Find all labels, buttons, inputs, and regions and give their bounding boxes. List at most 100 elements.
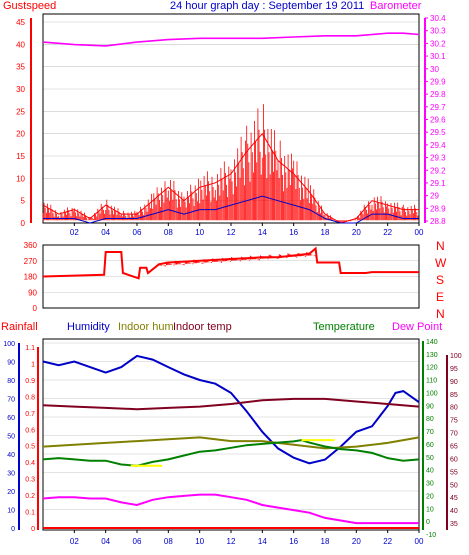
time-tick-label: 14 bbox=[258, 537, 267, 546]
series-wind-direction-noise bbox=[158, 252, 317, 267]
dewpoint-tick-label: 45 bbox=[450, 495, 458, 502]
baro-tick-label: 29.1 bbox=[430, 179, 446, 188]
gust-tick-label: 0 bbox=[21, 219, 26, 228]
temperature-tick-label: 100 bbox=[426, 390, 438, 397]
humidity-label: Humidity bbox=[67, 321, 110, 333]
time-tick-label: 22 bbox=[383, 537, 392, 546]
time-tick-label: 12 bbox=[227, 228, 236, 237]
humidity-tick-label: 40 bbox=[7, 452, 15, 459]
time-tick-label: 10 bbox=[195, 537, 204, 546]
time-tick-label: 04 bbox=[101, 537, 110, 546]
baro-tick-label: 30.2 bbox=[430, 39, 446, 48]
compass-n-bottom: N bbox=[436, 307, 445, 321]
baro-tick-label: 30 bbox=[430, 65, 439, 74]
gust-tick-label: 5 bbox=[21, 197, 26, 206]
dewpoint-tick-label: 80 bbox=[450, 405, 458, 412]
baro-tick-label: 29.7 bbox=[430, 103, 446, 112]
series-indoor-hum bbox=[42, 436, 420, 450]
temperature-tick-label: 40 bbox=[426, 468, 434, 475]
dir-tick-label: 360 bbox=[24, 241, 38, 250]
rainfall-tick-label: 0.5 bbox=[25, 444, 35, 451]
humidity-tick-label: 90 bbox=[7, 360, 15, 367]
gust-tick-label: 45 bbox=[16, 18, 25, 27]
temperature-tick-label: 90 bbox=[426, 403, 434, 410]
series-temperature bbox=[42, 439, 420, 467]
series-wind-direction bbox=[42, 246, 419, 280]
dewpoint-tick-label: 65 bbox=[450, 444, 458, 451]
temperature-tick-label: -10 bbox=[426, 532, 436, 539]
gust-tick-label: 25 bbox=[16, 107, 25, 116]
dewpoint-tick-label: 35 bbox=[450, 521, 458, 528]
series-gustspeed-envelope bbox=[42, 132, 419, 224]
time-tick-label: 20 bbox=[352, 537, 361, 546]
time-tick-label: 04 bbox=[101, 228, 110, 237]
dir-tick-label: 180 bbox=[24, 273, 38, 282]
baro-tick-label: 29.8 bbox=[430, 90, 446, 99]
dewpoint-tick-label: 95 bbox=[450, 366, 458, 373]
time-tick-label: 18 bbox=[321, 228, 330, 237]
humidity-tick-label: 0 bbox=[11, 526, 15, 533]
rainfall-tick-label: 0.4 bbox=[25, 460, 35, 467]
rainfall-tick-label: 1.1 bbox=[25, 345, 35, 352]
temperature-tick-label: 70 bbox=[426, 429, 434, 436]
rainfall-tick-label: 0.3 bbox=[25, 477, 35, 484]
humidity-tick-label: 10 bbox=[7, 508, 15, 515]
rainfall-tick-label: 0 bbox=[31, 526, 35, 533]
time-tick-label: 02 bbox=[70, 228, 79, 237]
dew-point-label: Dew Point bbox=[392, 321, 443, 333]
time-tick-label: 10 bbox=[195, 228, 204, 237]
baro-tick-label: 28.9 bbox=[430, 204, 446, 213]
series-indoor-temp bbox=[42, 397, 420, 411]
time-tick-label: 16 bbox=[289, 537, 298, 546]
temperature-tick-label: 120 bbox=[426, 365, 438, 372]
compass-s: S bbox=[436, 273, 445, 287]
dewpoint-tick-label: 75 bbox=[450, 418, 458, 425]
time-tick-label: 20 bbox=[352, 228, 361, 237]
rainfall-tick-label: 0.2 bbox=[25, 493, 35, 500]
dir-tick-label: 90 bbox=[28, 288, 37, 297]
gust-tick-label: 30 bbox=[16, 85, 25, 94]
time-tick-label: 22 bbox=[383, 228, 392, 237]
baro-tick-label: 29.4 bbox=[430, 141, 446, 150]
temperature-tick-label: 10 bbox=[426, 506, 434, 513]
time-tick-label: 06 bbox=[133, 537, 142, 546]
humidity-tick-label: 80 bbox=[7, 378, 15, 385]
rainfall-tick-label: 0.6 bbox=[25, 427, 35, 434]
baro-tick-label: 29.5 bbox=[430, 128, 446, 137]
dewpoint-tick-label: 50 bbox=[450, 482, 458, 489]
rainfall-label: Rainfall bbox=[1, 321, 38, 333]
gust-tick-label: 10 bbox=[16, 174, 25, 183]
temperature-tick-label: 20 bbox=[426, 493, 434, 500]
baro-tick-label: 29.2 bbox=[430, 166, 446, 175]
time-tick-label: 06 bbox=[133, 228, 142, 237]
series-dew-point bbox=[42, 493, 419, 525]
dewpoint-tick-label: 85 bbox=[450, 392, 458, 399]
humidity-tick-label: 100 bbox=[3, 341, 15, 348]
indoor-temp-label: Indoor temp bbox=[173, 321, 232, 333]
baro-tick-label: 29.9 bbox=[430, 77, 446, 86]
dir-tick-label: 0 bbox=[33, 304, 38, 313]
barometer-label: Barometer bbox=[370, 0, 422, 12]
humidity-tick-label: 20 bbox=[7, 489, 15, 496]
rainfall-tick-label: 0.1 bbox=[25, 510, 35, 517]
time-tick-label: 08 bbox=[164, 537, 173, 546]
baro-tick-label: 30.4 bbox=[430, 14, 446, 23]
time-tick-label: 02 bbox=[70, 537, 79, 546]
temperature-tick-label: 60 bbox=[426, 442, 434, 449]
humidity-tick-label: 30 bbox=[7, 471, 15, 478]
rainfall-tick-label: 0.8 bbox=[25, 394, 35, 401]
gust-tick-label: 35 bbox=[16, 63, 25, 72]
gustspeed-label: Gustspeed bbox=[3, 0, 57, 12]
graph-title: 24 hour graph day : September 19 2011 bbox=[170, 0, 365, 12]
dewpoint-tick-label: 60 bbox=[450, 456, 458, 463]
time-tick-label: 18 bbox=[321, 537, 330, 546]
baro-tick-label: 29.6 bbox=[430, 116, 446, 125]
gust-tick-label: 20 bbox=[16, 130, 25, 139]
time-tick-label: 00 bbox=[415, 228, 424, 237]
temperature-tick-label: 130 bbox=[426, 352, 438, 359]
time-tick-label: 16 bbox=[289, 228, 298, 237]
dewpoint-tick-label: 100 bbox=[450, 353, 462, 360]
time-tick-label: 00 bbox=[415, 537, 424, 546]
